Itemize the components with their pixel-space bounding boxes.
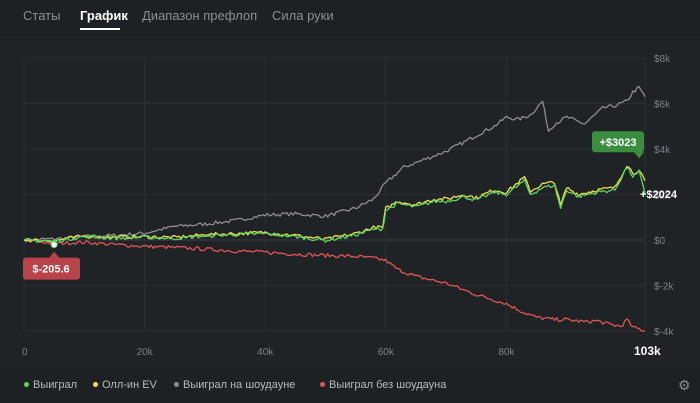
series-line — [23, 238, 646, 332]
legend-label: Выиграл без шоудауна — [329, 379, 447, 391]
y-tick-label: $8k — [654, 54, 671, 65]
series-line — [23, 165, 646, 244]
series-lines — [23, 85, 646, 332]
annotation-pointer — [633, 152, 644, 159]
annotations: +$3023 +$2024 $-205.6 — [23, 131, 678, 280]
annotation-marker — [50, 241, 58, 249]
legend-dot — [24, 381, 29, 387]
legend-item-won[interactable]: Выиграл — [24, 379, 77, 391]
legend-dot — [174, 381, 179, 387]
annotation-pointer — [49, 251, 60, 258]
legend: Выиграл Олл-ин EV Выиграл на шоудауне Вы… — [0, 370, 700, 403]
series-line — [23, 85, 646, 243]
y-tick-label: $-4k — [654, 327, 674, 338]
tab-preflop-range[interactable]: Диапазон префлоп — [142, 8, 258, 23]
grid-lines — [23, 57, 646, 332]
legend-dot — [93, 381, 98, 387]
tab-hand-strength[interactable]: Сила руки — [272, 8, 334, 23]
annotation-label: $-205.6 — [32, 264, 69, 276]
legend-label: Выиграл — [33, 379, 78, 391]
legend-item-allin-ev[interactable]: Олл-ин EV — [93, 379, 157, 391]
annotation-label: +$2024 — [640, 189, 678, 201]
y-tick-label: $-2k — [654, 282, 674, 293]
x-tick-label: 60k — [378, 347, 395, 358]
x-tick-label: 0 — [22, 347, 28, 358]
x-tick-label: 40k — [257, 347, 274, 358]
x-tick-label: 80k — [498, 347, 515, 358]
legend-item-non-showdown[interactable]: Выиграл без шоудауна — [320, 379, 446, 391]
annotation-badge — [592, 131, 644, 153]
series-line — [23, 167, 646, 243]
y-tick-label: $0 — [654, 236, 666, 247]
annotation-label: +$3023 — [599, 137, 636, 149]
y-tick-label: $2k — [654, 191, 671, 202]
y-axis-ticks: $8k $6k $4k $2k $0 $-2k $-4k — [654, 54, 674, 338]
y-tick-label: $6k — [654, 100, 671, 111]
gear-icon[interactable]: ⚙ — [678, 377, 691, 393]
x-tick-label: 103k — [634, 344, 661, 358]
annotation-badge — [23, 257, 80, 280]
active-tab-indicator — [80, 28, 120, 30]
x-axis-ticks: 0 20k 40k 60k 80k 103k — [22, 344, 661, 358]
legend-dot — [320, 381, 325, 387]
chart-panel: $8k $6k $4k $2k $0 $-2k $-4k 0 20k 40k 60k 80k 103k… — [0, 36, 700, 368]
tab-bar: Статы График Диапазон префлоп Сила руки — [0, 0, 700, 36]
tab-stats[interactable]: Статы — [23, 8, 61, 23]
x-tick-label: 20k — [137, 347, 154, 358]
legend-label: Выиграл на шоудауне — [183, 379, 296, 391]
tab-graph[interactable]: График — [80, 8, 128, 23]
chart-svg: $8k $6k $4k $2k $0 $-2k $-4k 0 20k 40k 60k 80k 103k… — [22, 54, 678, 358]
legend-label: Олл-ин EV — [102, 379, 157, 391]
y-tick-label: $4k — [654, 145, 671, 156]
legend-item-showdown[interactable]: Выиграл на шоудауне — [174, 379, 295, 391]
